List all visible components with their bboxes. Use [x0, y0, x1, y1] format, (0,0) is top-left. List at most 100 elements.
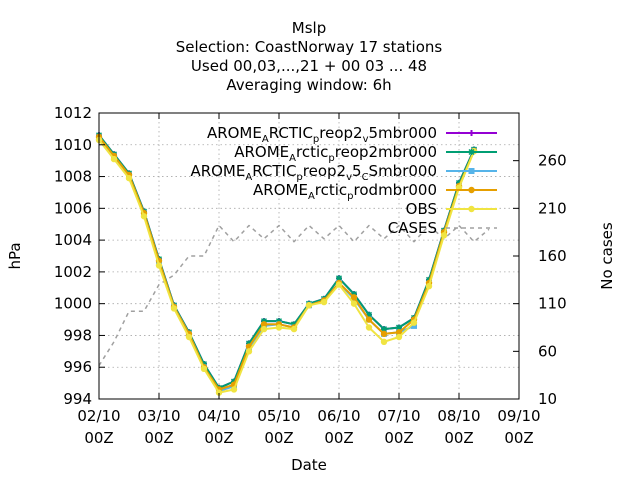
data-point	[365, 316, 373, 323]
x-tick-label: 06/10	[317, 407, 360, 425]
legend-label-part: RCTIC	[252, 162, 296, 180]
legend-marker	[468, 205, 475, 213]
legend-label-part: v	[363, 134, 369, 145]
legend-label-part: CASES	[388, 219, 437, 237]
y2-tick-label: 60	[538, 342, 557, 360]
y-tick-label: 1004	[54, 231, 92, 249]
y2-axis-label: No cases	[598, 222, 616, 290]
legend-label: AROMEArcticpreop2mbr000	[234, 143, 437, 164]
y-tick-label: 1008	[54, 168, 92, 186]
legend-label: AROMEARCTICpreop2v5mbr000	[207, 124, 437, 145]
legend-label-part: p	[296, 172, 302, 183]
title-line-4: Averaging window: 6h	[226, 76, 391, 94]
data-point	[305, 302, 313, 309]
legend-label-part: reop2mbr000	[335, 143, 437, 161]
y-tick-label: 1006	[54, 199, 92, 217]
legend-label-part: A	[245, 172, 252, 183]
y2-tick-label: 160	[538, 247, 567, 265]
legend-label-part: A	[308, 191, 315, 202]
legend-label-part: AROME	[190, 162, 245, 180]
series-layer	[95, 132, 490, 396]
legend-marker	[468, 148, 475, 156]
legend-label-part: reop2	[319, 124, 362, 142]
data-point	[365, 324, 373, 331]
x-tick-label: 00Z	[204, 429, 233, 447]
legend-label-part: A	[289, 153, 296, 164]
data-point	[290, 325, 298, 333]
series-line	[98, 224, 490, 366]
y2-tick-label: 260	[538, 152, 567, 170]
y-tick-label: 1012	[54, 104, 92, 122]
y2-tick-label: 110	[538, 295, 567, 313]
x-tick-label: 00Z	[504, 429, 533, 447]
x-tick-label: 00Z	[384, 429, 413, 447]
y-tick-label: 1010	[54, 136, 92, 154]
legend-label-part: AROME	[253, 181, 308, 199]
y-axis-label: hPa	[6, 242, 24, 269]
x-tick-label: 00Z	[84, 429, 113, 447]
data-point	[380, 330, 388, 338]
legend-label-part: rodmbr000	[354, 181, 437, 199]
data-point	[155, 262, 163, 269]
data-point	[395, 324, 403, 331]
data-point	[320, 298, 328, 306]
y-tick-label: 1000	[54, 295, 92, 313]
legend: AROMEARCTICpreop2v5mbr000AROMEArcticpreo…	[190, 124, 497, 237]
y-tick-label: 996	[63, 358, 92, 376]
data-point	[260, 321, 268, 328]
legend-label: AROMEARCTICpreop2v5CSmbr000	[190, 162, 437, 183]
legend-label-part: p	[347, 191, 353, 202]
y-tick-label: 998	[63, 326, 92, 344]
title-line-3: Used 00,03,...,21 + 00 03 ... 48	[191, 57, 427, 75]
y-tick-label: 1002	[54, 263, 92, 281]
y2-tick-label: 10	[538, 390, 557, 408]
x-tick-label: 09/10	[497, 407, 540, 425]
data-point	[380, 326, 388, 333]
legend-label-part: rctic	[315, 181, 347, 199]
data-point	[365, 311, 373, 318]
legend-label: CASES	[388, 219, 437, 237]
data-point	[395, 329, 403, 336]
data-point	[185, 333, 193, 341]
axis-ticks: 02/10 00Z 03/10 00Z 04/10 00Z 05/10 00Z 06/10 00Z…	[54, 104, 567, 447]
data-point	[425, 282, 433, 290]
legend-label-part: rctic	[296, 143, 328, 161]
chart-title: Mslp Selection: CoastNorway 17 stations …	[176, 19, 443, 94]
legend-marker	[468, 186, 475, 194]
data-point	[335, 281, 343, 288]
y-tick-label: 994	[63, 390, 92, 408]
legend-label-part: Smbr000	[369, 162, 437, 180]
legend-marker	[468, 130, 475, 136]
x-tick-label: 00Z	[444, 429, 473, 447]
legend-label-part: p	[313, 134, 319, 145]
data-point	[275, 324, 283, 331]
data-point	[260, 325, 268, 333]
legend-label-part: OBS	[406, 200, 437, 218]
x-tick-label: 00Z	[324, 429, 353, 447]
x-tick-label: 00Z	[144, 429, 173, 447]
x-tick-label: 07/10	[377, 407, 420, 425]
data-point	[410, 319, 418, 326]
data-point	[215, 389, 223, 396]
data-point	[395, 333, 403, 341]
data-point	[200, 365, 208, 373]
legend-label-part: 5	[352, 162, 362, 180]
data-point	[140, 213, 148, 220]
data-point	[335, 275, 343, 282]
legend-marker	[468, 168, 475, 174]
legend-label: OBS	[406, 200, 437, 218]
data-point	[245, 348, 253, 355]
legend-label-part: v	[346, 172, 352, 183]
x-axis-label: Date	[291, 456, 327, 474]
legend-label-part: p	[328, 153, 334, 164]
data-point	[125, 174, 133, 182]
data-point	[110, 155, 118, 163]
legend-label-part: AROME	[234, 143, 289, 161]
title-line-1: Mslp	[292, 19, 326, 37]
legend-label-part: 5mbr000	[369, 124, 437, 142]
data-point	[350, 300, 358, 307]
title-line-2: Selection: CoastNorway 17 stations	[176, 38, 443, 56]
series-cases	[98, 224, 490, 366]
x-tick-label: 03/10	[137, 407, 180, 425]
